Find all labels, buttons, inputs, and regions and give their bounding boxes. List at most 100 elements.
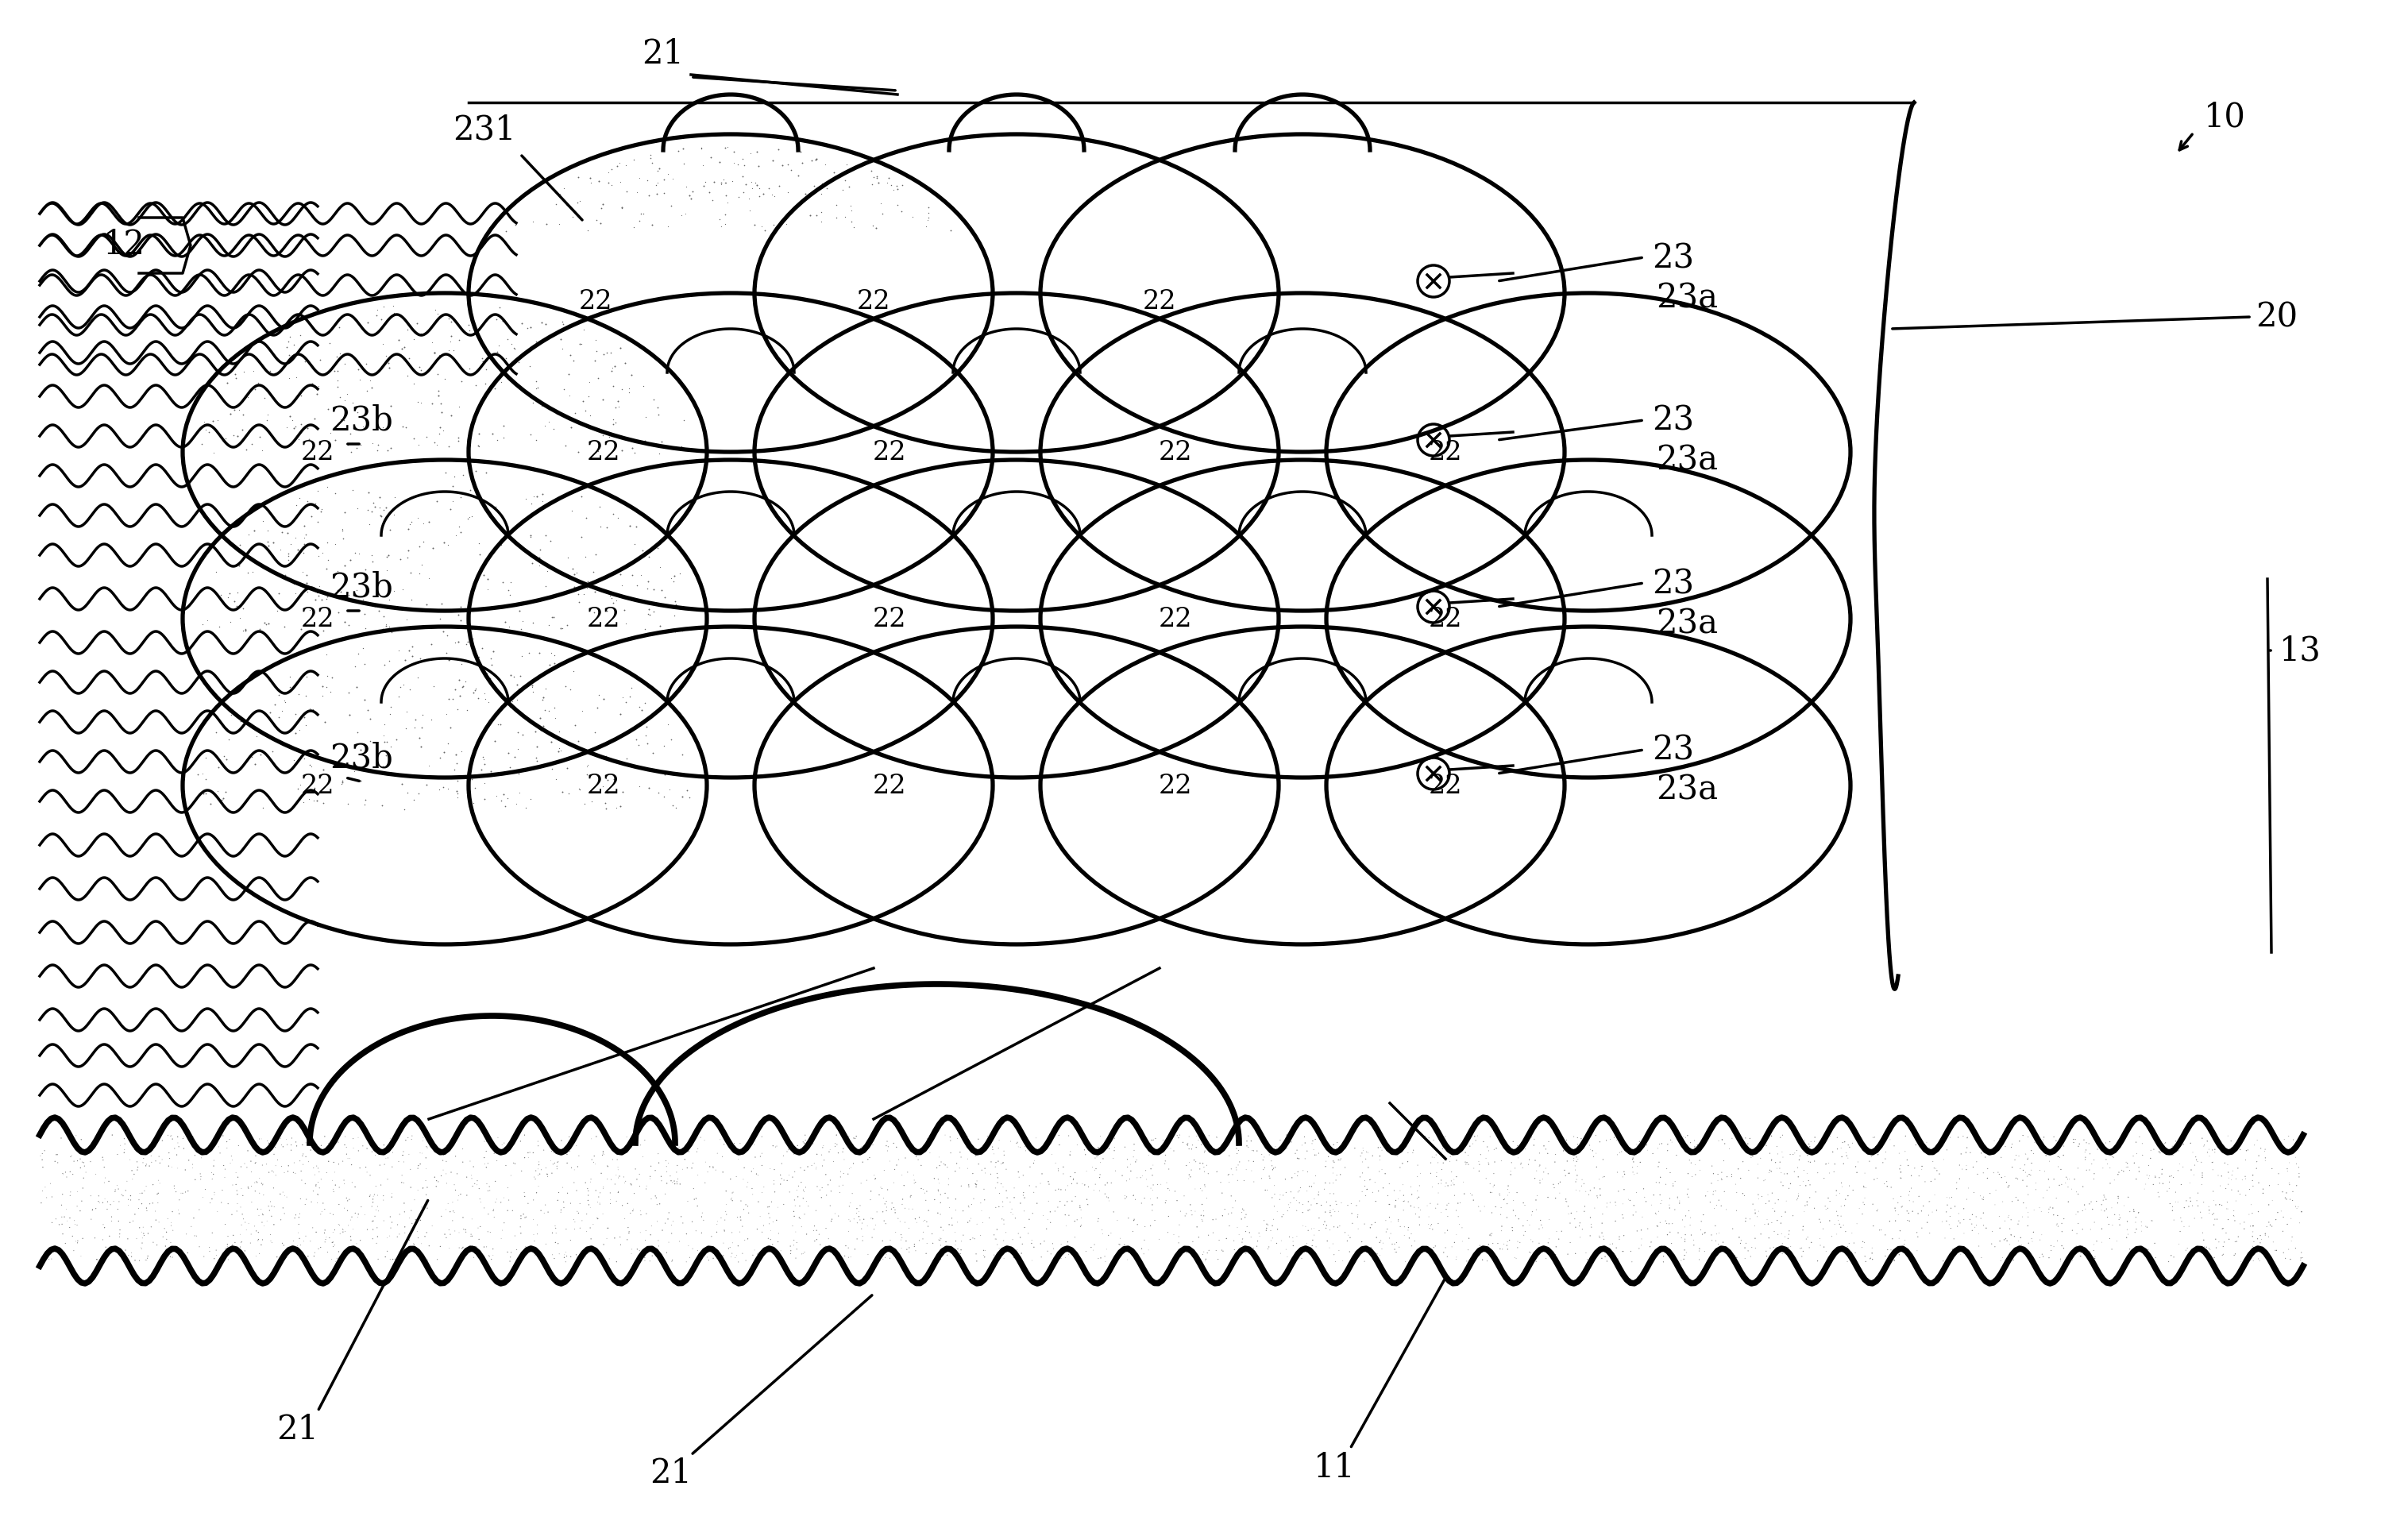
Point <box>785 1180 824 1204</box>
Point <box>2182 1200 2220 1224</box>
Point <box>852 1226 891 1250</box>
Point <box>2068 1132 2107 1156</box>
Point <box>1031 1210 1069 1235</box>
Point <box>1173 1157 1211 1182</box>
Point <box>667 1156 706 1180</box>
Point <box>1223 1197 1262 1221</box>
Point <box>592 1147 631 1171</box>
Point <box>1293 1174 1332 1198</box>
Point <box>1967 1216 2006 1241</box>
Point <box>1493 1198 1531 1223</box>
Point <box>1230 1148 1269 1173</box>
Point <box>491 1250 530 1274</box>
Point <box>2280 1130 2319 1154</box>
Point <box>332 1207 371 1232</box>
Point <box>660 1230 698 1254</box>
Point <box>621 1162 660 1186</box>
Point <box>775 1188 814 1212</box>
Point <box>2239 1144 2278 1168</box>
Point <box>831 1156 869 1180</box>
Point <box>1517 1188 1556 1212</box>
Point <box>137 1233 176 1257</box>
Point <box>2179 1239 2218 1263</box>
Point <box>352 1163 390 1188</box>
Point <box>819 1141 857 1165</box>
Point <box>2035 1167 2073 1191</box>
Point <box>1418 1171 1457 1195</box>
Point <box>1288 1139 1327 1163</box>
Point <box>1211 1201 1250 1226</box>
Point <box>992 1236 1031 1260</box>
Point <box>783 1171 821 1195</box>
Point <box>313 1168 352 1192</box>
Point <box>501 1207 539 1232</box>
Point <box>877 1221 915 1245</box>
Point <box>966 1245 1004 1269</box>
Point <box>2218 1230 2256 1254</box>
Point <box>1438 1165 1476 1189</box>
Point <box>1570 1183 1609 1207</box>
Point <box>417 1168 455 1192</box>
Point <box>2232 1242 2271 1266</box>
Point <box>1052 1165 1091 1189</box>
Point <box>573 1148 612 1173</box>
Point <box>1491 1180 1529 1204</box>
Point <box>195 1133 234 1157</box>
Point <box>2213 1141 2251 1165</box>
Point <box>1512 1227 1551 1251</box>
Point <box>1226 1203 1264 1227</box>
Point <box>212 1148 250 1173</box>
Point <box>193 1188 231 1212</box>
Point <box>1700 1188 1739 1212</box>
Point <box>1873 1227 1912 1251</box>
Point <box>1182 1209 1221 1233</box>
Point <box>1917 1156 1955 1180</box>
Point <box>2215 1209 2254 1233</box>
Point <box>929 1195 968 1219</box>
Point <box>1722 1232 1760 1256</box>
Point <box>1168 1201 1206 1226</box>
Point <box>821 1165 860 1189</box>
Point <box>222 1235 260 1259</box>
Point <box>1845 1191 1883 1215</box>
Point <box>1132 1188 1170 1212</box>
Point <box>549 1126 588 1150</box>
Point <box>1050 1142 1088 1167</box>
Point <box>949 1156 987 1180</box>
Point <box>2020 1245 2059 1269</box>
Point <box>1050 1124 1088 1148</box>
Point <box>1780 1129 1818 1153</box>
Point <box>92 1192 130 1216</box>
Point <box>51 1215 89 1239</box>
Point <box>1953 1154 1991 1179</box>
Point <box>1546 1189 1584 1213</box>
Point <box>1430 1150 1469 1174</box>
Point <box>2049 1167 2088 1191</box>
Point <box>289 1244 327 1268</box>
Point <box>2064 1235 2102 1259</box>
Point <box>1043 1177 1081 1201</box>
Point <box>942 1238 980 1262</box>
Point <box>1876 1133 1914 1157</box>
Point <box>1982 1229 2020 1253</box>
Point <box>1457 1129 1495 1153</box>
Point <box>727 1248 766 1272</box>
Point <box>1912 1170 1950 1194</box>
Point <box>243 1173 282 1197</box>
Point <box>2227 1167 2266 1191</box>
Point <box>506 1180 544 1204</box>
Point <box>1336 1136 1375 1160</box>
Point <box>1866 1141 1905 1165</box>
Point <box>771 1163 809 1188</box>
Point <box>238 1227 277 1251</box>
Point <box>1377 1189 1416 1213</box>
Point <box>1734 1144 1772 1168</box>
Point <box>1187 1241 1226 1265</box>
Point <box>655 1209 694 1233</box>
Point <box>1758 1135 1796 1159</box>
Point <box>1637 1226 1676 1250</box>
Point <box>2037 1229 2076 1253</box>
Point <box>542 1200 580 1224</box>
Point <box>1960 1185 1999 1209</box>
Point <box>1370 1192 1409 1216</box>
